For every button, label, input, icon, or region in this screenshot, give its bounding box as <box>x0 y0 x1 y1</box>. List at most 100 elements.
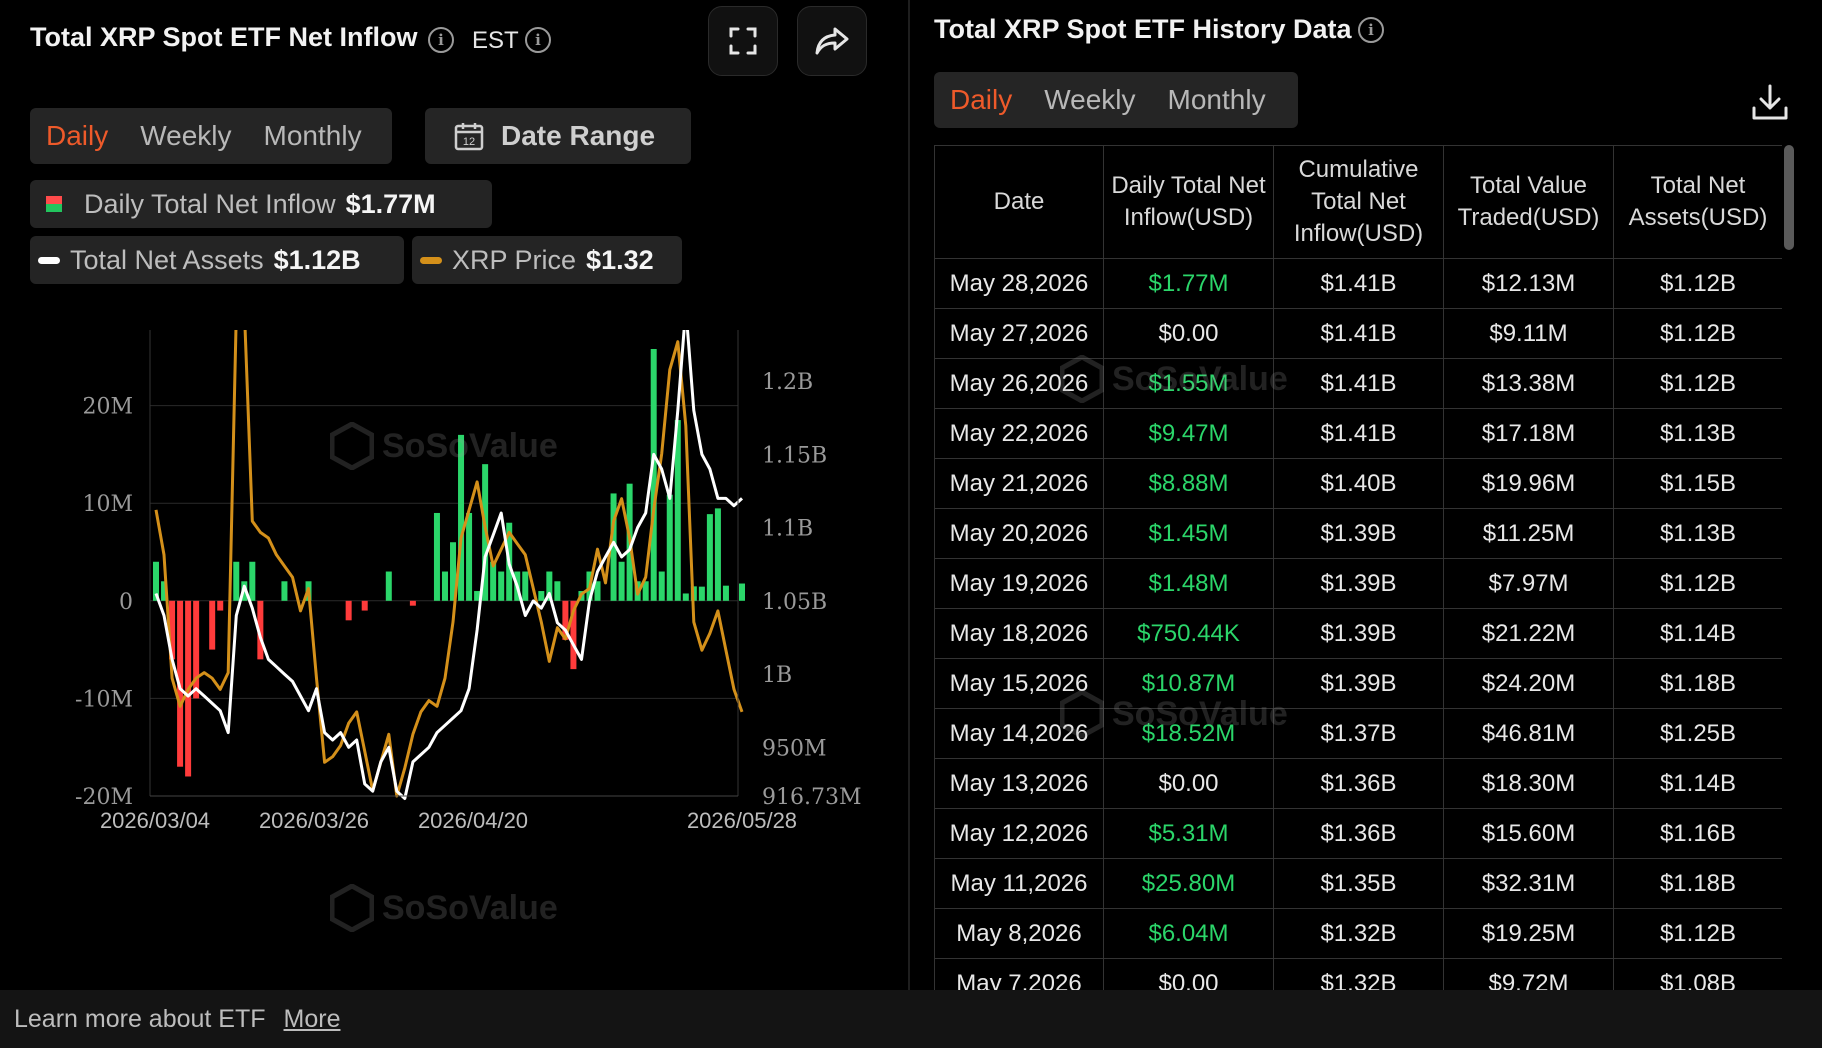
y-tick-label-right: 1.05B <box>762 590 827 615</box>
legend-xrp-price[interactable]: XRP Price $1.32 <box>412 236 682 284</box>
cell-cumulative-inflow: $1.41B <box>1273 258 1444 309</box>
info-icon[interactable]: i <box>1358 17 1384 43</box>
x-tick-label: 2026/05/28 <box>687 808 797 833</box>
inflow-bar <box>538 591 545 601</box>
inflow-bar <box>466 512 473 601</box>
inflow-bar <box>458 434 465 601</box>
period-weekly-tab[interactable]: Weekly <box>140 120 232 151</box>
table-row[interactable]: May 28,2026 $1.77M $1.41B $12.13M $1.12B <box>934 258 1782 309</box>
cell-value-traded: $7.97M <box>1443 558 1614 609</box>
cell-net-assets: $1.13B <box>1613 508 1782 559</box>
cell-cumulative-inflow: $1.41B <box>1273 358 1444 409</box>
inflow-bar <box>153 561 159 601</box>
inflow-bar <box>257 600 264 660</box>
period-monthly-tab[interactable]: Monthly <box>263 120 362 151</box>
inflow-bar <box>554 581 561 601</box>
col-header-value-traded[interactable]: Total Value Traded(USD) <box>1443 145 1614 259</box>
cell-net-assets: $1.16B <box>1613 808 1782 859</box>
inflow-bar <box>722 585 729 601</box>
inflow-bar <box>361 600 368 611</box>
inflow-bar <box>490 561 497 601</box>
inflow-bar <box>474 591 481 601</box>
cell-value-traded: $12.13M <box>1443 258 1614 309</box>
cell-daily-inflow: $10.87M <box>1103 658 1274 709</box>
info-icon[interactable]: i <box>428 27 454 53</box>
table-row[interactable]: May 27,2026 $0.00 $1.41B $9.11M $1.12B <box>934 308 1782 359</box>
cell-date: May 22,2026 <box>934 408 1104 459</box>
col-header-date[interactable]: Date <box>934 145 1104 259</box>
table-row[interactable]: May 20,2026 $1.45M $1.39B $11.25M $1.13B <box>934 508 1782 559</box>
cell-date: May 27,2026 <box>934 308 1104 359</box>
inflow-bar <box>666 494 673 601</box>
legend-assets-value: $1.12B <box>273 244 361 275</box>
history-table-container[interactable]: Date Daily Total Net Inflow(USD) Cumulat… <box>934 145 1782 990</box>
cell-cumulative-inflow: $1.39B <box>1273 658 1444 709</box>
table-row[interactable]: May 26,2026 $1.55M $1.41B $13.38M $1.12B <box>934 358 1782 409</box>
col-header-daily-inflow[interactable]: Daily Total Net Inflow(USD) <box>1103 145 1274 259</box>
cell-cumulative-inflow: $1.37B <box>1273 708 1444 759</box>
inflow-bar <box>650 348 657 601</box>
table-row[interactable]: May 12,2026 $5.31M $1.36B $15.60M $1.16B <box>934 808 1782 859</box>
history-panel: Total XRP Spot ETF History Data i Daily … <box>910 0 1822 990</box>
inflow-bar <box>618 561 625 601</box>
inflow-bar <box>610 493 617 601</box>
inflow-bar <box>217 600 224 611</box>
xrp-price-line <box>154 330 744 798</box>
table-row[interactable]: May 14,2026 $18.52M $1.37B $46.81M $1.25B <box>934 708 1782 759</box>
cell-value-traded: $11.25M <box>1443 508 1614 559</box>
timezone-info-icon[interactable]: i <box>525 27 551 53</box>
inflow-chart[interactable]: 30M20M10M0-10M-20M1.25B1.2B1.15B1.1B1.05… <box>0 330 908 990</box>
table-row[interactable]: May 7,2026 $0.00 $1.32B $9.72M $1.08B <box>934 958 1782 990</box>
cell-daily-inflow: $750.44K <box>1103 608 1274 659</box>
table-row[interactable]: May 8,2026 $6.04M $1.32B $19.25M $1.12B <box>934 908 1782 959</box>
cell-net-assets: $1.12B <box>1613 908 1782 959</box>
x-tick-label: 2026/03/26 <box>259 808 369 833</box>
inflow-swatch <box>46 196 62 212</box>
cell-date: May 8,2026 <box>934 908 1104 959</box>
download-icon[interactable] <box>1750 82 1790 122</box>
col-header-cumulative-inflow[interactable]: Cumulative Total Net Inflow(USD) <box>1273 145 1444 259</box>
y-tick-label-left: 20M <box>82 395 133 420</box>
more-link[interactable]: More <box>283 1004 341 1033</box>
cell-daily-inflow: $18.52M <box>1103 708 1274 759</box>
y-tick-label-left: 0 <box>119 590 133 615</box>
cell-net-assets: $1.13B <box>1613 408 1782 459</box>
share-button[interactable] <box>797 6 867 76</box>
inflow-bar <box>169 600 176 660</box>
table-scrollbar[interactable] <box>1784 145 1794 250</box>
inflow-bar <box>433 512 440 601</box>
inflow-bar <box>642 581 649 601</box>
history-weekly-tab[interactable]: Weekly <box>1044 84 1136 115</box>
table-row[interactable]: May 22,2026 $9.47M $1.41B $17.18M $1.13B <box>934 408 1782 459</box>
cell-value-traded: $15.60M <box>1443 808 1614 859</box>
table-row[interactable]: May 21,2026 $8.88M $1.40B $19.96M $1.15B <box>934 458 1782 509</box>
share-icon <box>815 27 849 55</box>
cell-date: May 11,2026 <box>934 858 1104 909</box>
fullscreen-button[interactable] <box>708 6 778 76</box>
history-daily-tab[interactable]: Daily <box>950 84 1013 115</box>
history-monthly-tab[interactable]: Monthly <box>1167 84 1266 115</box>
inflow-bar <box>209 600 216 650</box>
date-range-button[interactable]: 12 Date Range <box>425 108 691 164</box>
table-row[interactable]: May 19,2026 $1.48M $1.39B $7.97M $1.12B <box>934 558 1782 609</box>
table-row[interactable]: May 11,2026 $25.80M $1.35B $32.31M $1.18B <box>934 858 1782 909</box>
legend-daily-inflow[interactable]: Daily Total Net Inflow $1.77M <box>30 180 492 228</box>
assets-swatch <box>38 256 60 264</box>
cell-cumulative-inflow: $1.35B <box>1273 858 1444 909</box>
legend-net-assets[interactable]: Total Net Assets $1.12B <box>30 236 404 284</box>
table-row[interactable]: May 13,2026 $0.00 $1.36B $18.30M $1.14B <box>934 758 1782 809</box>
cell-cumulative-inflow: $1.39B <box>1273 508 1444 559</box>
cell-cumulative-inflow: $1.39B <box>1273 608 1444 659</box>
cell-date: May 26,2026 <box>934 358 1104 409</box>
col-header-net-assets[interactable]: Total Net Assets(USD) <box>1613 145 1782 259</box>
cell-cumulative-inflow: $1.32B <box>1273 908 1444 959</box>
period-daily-tab[interactable]: Daily <box>46 120 109 151</box>
legend-assets-label: Total Net Assets <box>70 244 264 275</box>
cell-net-assets: $1.25B <box>1613 708 1782 759</box>
cell-date: May 15,2026 <box>934 658 1104 709</box>
inflow-bar <box>498 571 505 601</box>
table-row[interactable]: May 18,2026 $750.44K $1.39B $21.22M $1.14B <box>934 608 1782 659</box>
cell-value-traded: $13.38M <box>1443 358 1614 409</box>
table-row[interactable]: May 15,2026 $10.87M $1.39B $24.20M $1.18B <box>934 658 1782 709</box>
inflow-bar <box>345 600 352 621</box>
